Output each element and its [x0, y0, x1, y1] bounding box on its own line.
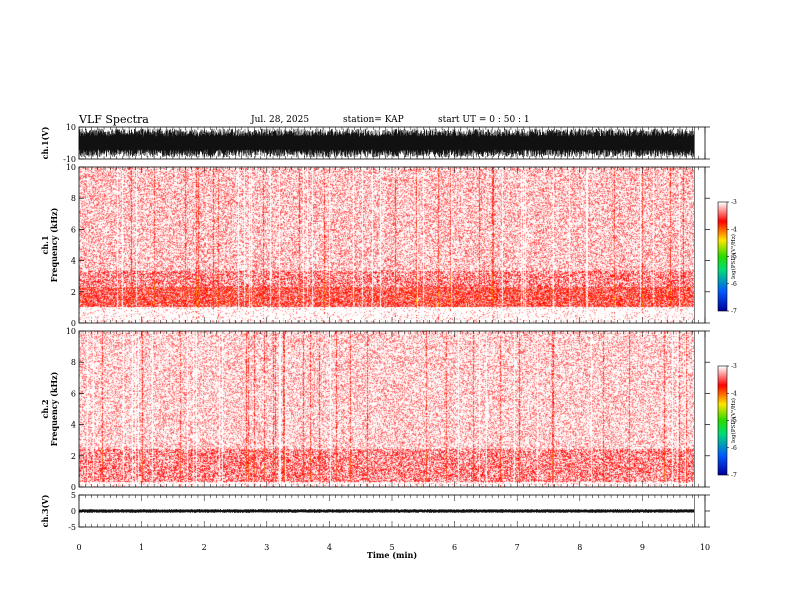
x-tick-label: 1	[139, 543, 144, 552]
x-tick-label: 2	[202, 543, 207, 552]
ch2-spectrogram-ylabel: ch.2	[40, 399, 50, 418]
y-tick-label: 4	[71, 257, 76, 266]
ch3-waveform-trace	[78, 509, 695, 513]
x-tick-label: 5	[389, 543, 394, 552]
y-tick-label: 0	[71, 507, 76, 516]
chart-title: VLF Spectra	[79, 113, 149, 126]
y-tick-label: 0	[71, 483, 76, 492]
colorbar-tick-label: -3	[731, 363, 737, 370]
ch1-spectrogram-ylabel2: Frequency (kHz)	[49, 207, 59, 282]
colorbar-label: log(PSD)(V²/Hz)	[730, 398, 737, 443]
colorbar-label: log(PSD)(V²/Hz)	[730, 234, 737, 279]
x-axis-label: Time (min)	[367, 550, 417, 560]
ch2-spectrogram-image	[79, 331, 694, 487]
x-tick-label: 6	[452, 543, 457, 552]
ch1-spectrogram-ylabel: ch.1	[40, 235, 50, 254]
x-tick-label: 9	[640, 543, 645, 552]
ch2-spectrogram-colorbar	[718, 366, 727, 475]
colorbar-tick-label: -3	[731, 199, 737, 206]
ch1-spectrogram-image	[79, 167, 694, 323]
y-tick-label: 6	[71, 225, 76, 234]
y-tick-label: 4	[71, 421, 76, 430]
colorbar-tick-label: -4	[731, 226, 737, 233]
colorbar-tick-label: -6	[731, 445, 737, 452]
y-tick-label: 6	[71, 389, 76, 398]
colorbar-tick-label: -4	[731, 390, 737, 397]
colorbar-tick-label: -7	[731, 472, 737, 479]
x-tick-label: 0	[76, 543, 81, 552]
ch3-waveform-ylabel: ch.3(V)	[40, 494, 50, 527]
y-tick-label: -10	[63, 155, 76, 164]
colorbars: -3 -4 -5 -6 -7 log(PSD)(V²/Hz) -3 -4 -5 -6 -7 log(P…	[717, 199, 737, 479]
y-tick-label: 0	[71, 319, 76, 328]
ch1-spectrogram-colorbar	[718, 202, 727, 311]
ch1-waveform-ylabel: ch.1(V)	[40, 126, 50, 159]
y-tick-label: 10	[66, 327, 76, 336]
colorbar-tick-label: -6	[731, 281, 737, 288]
axis-ticks	[78, 126, 710, 528]
y-tick-label: -5	[68, 523, 76, 532]
y-tick-label: 2	[71, 452, 76, 461]
y-tick-label: 10	[66, 123, 76, 132]
x-tick-label: 7	[515, 543, 520, 552]
x-tick-label: 4	[327, 543, 332, 552]
y-tick-label: 10	[66, 163, 76, 172]
y-tick-label: 5	[71, 491, 76, 500]
y-tick-label: 8	[71, 194, 76, 203]
y-tick-label: 2	[71, 288, 76, 297]
station-label: station= KAP	[343, 115, 404, 125]
spectrogram-images	[79, 167, 694, 487]
date-label: Jul. 28, 2025	[251, 115, 310, 125]
x-tick-label: 10	[700, 543, 710, 552]
ch1-waveform-trace	[78, 128, 695, 158]
colorbar-tick-label: -5	[731, 254, 737, 261]
start-time-label: start UT = 0 : 50 : 1	[438, 115, 530, 125]
x-tick-label: 8	[577, 543, 582, 552]
y-tick-label: 8	[71, 358, 76, 367]
colorbar-tick-label: -7	[731, 308, 737, 315]
ch2-spectrogram-ylabel2: Frequency (kHz)	[49, 371, 59, 446]
colorbar-tick-label: -5	[731, 418, 737, 425]
x-tick-label: 3	[264, 543, 269, 552]
